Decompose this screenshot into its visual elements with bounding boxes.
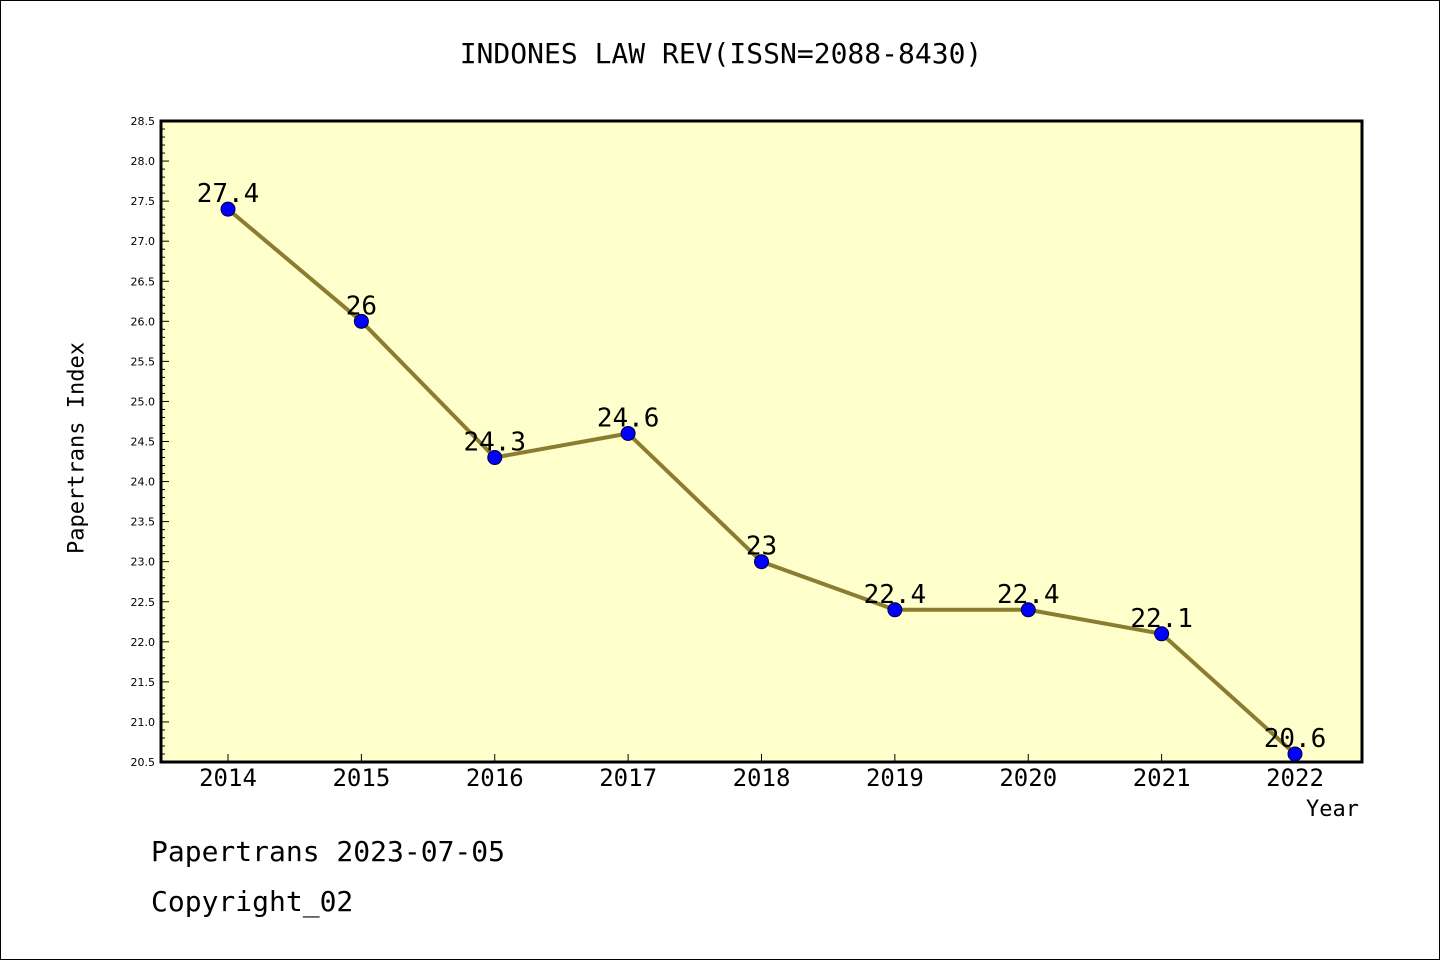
x-axis-label: Year [1306, 797, 1359, 822]
data-label: 20.6 [1264, 724, 1327, 754]
data-point [1020, 602, 1036, 618]
data-label: 26 [346, 291, 377, 321]
x-tick-label: 2016 [466, 764, 524, 792]
x-tick-label: 2018 [733, 764, 791, 792]
x-tick-label: 2022 [1266, 764, 1324, 792]
y-tick-label: 23.0 [131, 556, 156, 569]
data-label: 24.6 [597, 403, 660, 433]
y-tick-label: 21.5 [131, 676, 156, 689]
data-label: 27.4 [197, 179, 260, 209]
x-tick-label: 2017 [599, 764, 657, 792]
data-point [887, 602, 903, 618]
y-tick-label: 24.0 [131, 476, 156, 489]
x-tick-label: 2020 [999, 764, 1057, 792]
y-tick-label: 28.5 [131, 115, 156, 128]
data-point [1287, 746, 1303, 762]
y-tick-label: 25.0 [131, 395, 156, 408]
y-tick-label: 21.0 [131, 716, 156, 729]
data-label: 22.4 [997, 580, 1060, 610]
data-point [220, 201, 236, 217]
data-point [620, 425, 636, 441]
data-point [1154, 626, 1170, 642]
x-tick-label: 2019 [866, 764, 924, 792]
y-tick-label: 26.0 [131, 315, 156, 328]
y-tick-label: 22.0 [131, 636, 156, 649]
data-point [754, 554, 769, 570]
footer-copyright: Copyright_02 [151, 885, 354, 918]
data-point [353, 313, 369, 329]
chart-title: INDONES LAW REV(ISSN=2088-8430) [459, 37, 983, 70]
y-tick-label: 26.5 [131, 275, 156, 288]
plot-area [159, 119, 1364, 764]
x-tick-label: 2015 [332, 764, 390, 792]
y-tick-label: 27.5 [131, 195, 156, 208]
y-tick-label: 25.5 [131, 355, 156, 368]
data-label: 22.4 [864, 580, 927, 610]
footer-date: Papertrans 2023-07-05 [151, 835, 506, 868]
data-point [487, 450, 503, 466]
y-tick-label: 23.5 [131, 516, 156, 529]
y-tick-label: 22.5 [131, 596, 156, 609]
y-tick-label: 27.0 [131, 235, 156, 248]
x-tick-label: 2014 [199, 764, 257, 792]
data-label: 24.3 [463, 428, 526, 458]
data-label: 22.1 [1130, 604, 1193, 634]
x-tick-label: 2021 [1133, 764, 1191, 792]
y-tick-label: 28.0 [131, 155, 156, 168]
y-tick-label: 20.5 [131, 756, 156, 769]
y-tick-label: 24.5 [131, 436, 156, 449]
data-label: 23 [746, 532, 777, 562]
